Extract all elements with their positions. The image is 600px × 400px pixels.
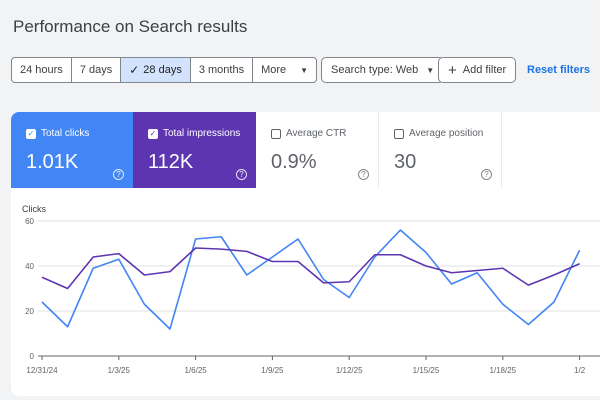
- range-3-months[interactable]: 3 months: [191, 58, 254, 82]
- checkbox-checked-icon[interactable]: ✓: [26, 128, 36, 139]
- y-tick-label: 40: [25, 262, 34, 271]
- metric-average-ctr[interactable]: Average CTR 0.9% ?: [256, 112, 379, 188]
- metric-impressions-value: 112K: [148, 151, 194, 173]
- checkbox-unchecked-icon[interactable]: [394, 128, 404, 139]
- search-type-label: Search type: Web: [331, 64, 419, 76]
- caret-down-icon: ▼: [426, 65, 435, 75]
- metric-total-impressions[interactable]: ✓ Total impressions 112K ?: [133, 112, 256, 188]
- range-24-hours[interactable]: 24 hours: [12, 58, 72, 82]
- metric-position-label: Average position: [409, 128, 484, 139]
- range-7-days-label: 7 days: [79, 64, 113, 76]
- caret-down-icon: ▼: [300, 65, 309, 75]
- range-7-days[interactable]: 7 days: [72, 58, 122, 82]
- range-28-days-label: 28 days: [143, 64, 182, 76]
- more-label: More: [261, 64, 287, 76]
- y-tick-label: 60: [25, 217, 34, 226]
- series-line-clicks[interactable]: [41, 229, 581, 330]
- y-tick-label: 0: [30, 352, 35, 361]
- metric-ctr-label: Average CTR: [286, 128, 347, 139]
- range-3-months-label: 3 months: [198, 64, 245, 76]
- help-icon[interactable]: ?: [358, 169, 369, 180]
- x-tick-label: 1/3/25: [108, 366, 131, 375]
- x-tick-label: 1/6/25: [184, 366, 207, 375]
- help-icon[interactable]: ?: [236, 169, 247, 180]
- metric-clicks-value: 1.01K: [26, 151, 79, 173]
- metric-ctr-value: 0.9%: [271, 151, 317, 173]
- x-tick-label: 1/9/25: [261, 366, 284, 375]
- checkbox-checked-icon[interactable]: ✓: [148, 128, 158, 139]
- x-tick-label: 1/12/25: [336, 366, 363, 375]
- date-range-selector: 24 hours 7 days ✓ 28 days 3 months More …: [11, 57, 318, 83]
- plus-icon: +: [448, 61, 457, 79]
- checkbox-unchecked-icon[interactable]: [271, 128, 281, 139]
- check-icon: ✓: [129, 63, 140, 77]
- range-24-hours-label: 24 hours: [20, 64, 63, 76]
- performance-line-chart: Clicks 0 20 40 60 12/31/24 1/3/25 1/6/25 1/9/2…: [22, 204, 600, 375]
- reset-filters-link[interactable]: Reset filters: [527, 64, 590, 76]
- y-tick-label: 20: [25, 307, 34, 316]
- x-tick-label: 1/18/25: [489, 366, 516, 375]
- help-icon[interactable]: ?: [113, 169, 124, 180]
- page-title: Performance on Search results: [13, 17, 248, 36]
- y-axis-label: Clicks: [22, 204, 46, 214]
- help-icon[interactable]: ?: [481, 169, 492, 180]
- x-tick-label: 12/31/24: [26, 366, 58, 375]
- add-filter-button[interactable]: + Add filter: [438, 57, 517, 83]
- performance-card: ✓ Total clicks 1.01K ? ✓ Total impressions…: [11, 112, 600, 396]
- metric-clicks-label: Total clicks: [41, 128, 90, 139]
- metric-average-position[interactable]: Average position 30 ?: [379, 112, 502, 188]
- range-28-days[interactable]: ✓ 28 days: [121, 58, 191, 82]
- add-filter-label: Add filter: [462, 64, 507, 76]
- x-tick-label: 1/15/25: [413, 366, 440, 375]
- x-tick-label: 1/2: [574, 366, 586, 375]
- more-dropdown[interactable]: More ▼: [253, 58, 316, 82]
- metric-impressions-label: Total impressions: [163, 128, 241, 139]
- series-line-impressions[interactable]: [41, 247, 580, 290]
- metric-total-clicks[interactable]: ✓ Total clicks 1.01K ?: [11, 112, 133, 188]
- search-type-dropdown[interactable]: Search type: Web ▼: [321, 57, 445, 83]
- metric-position-value: 30: [394, 151, 417, 173]
